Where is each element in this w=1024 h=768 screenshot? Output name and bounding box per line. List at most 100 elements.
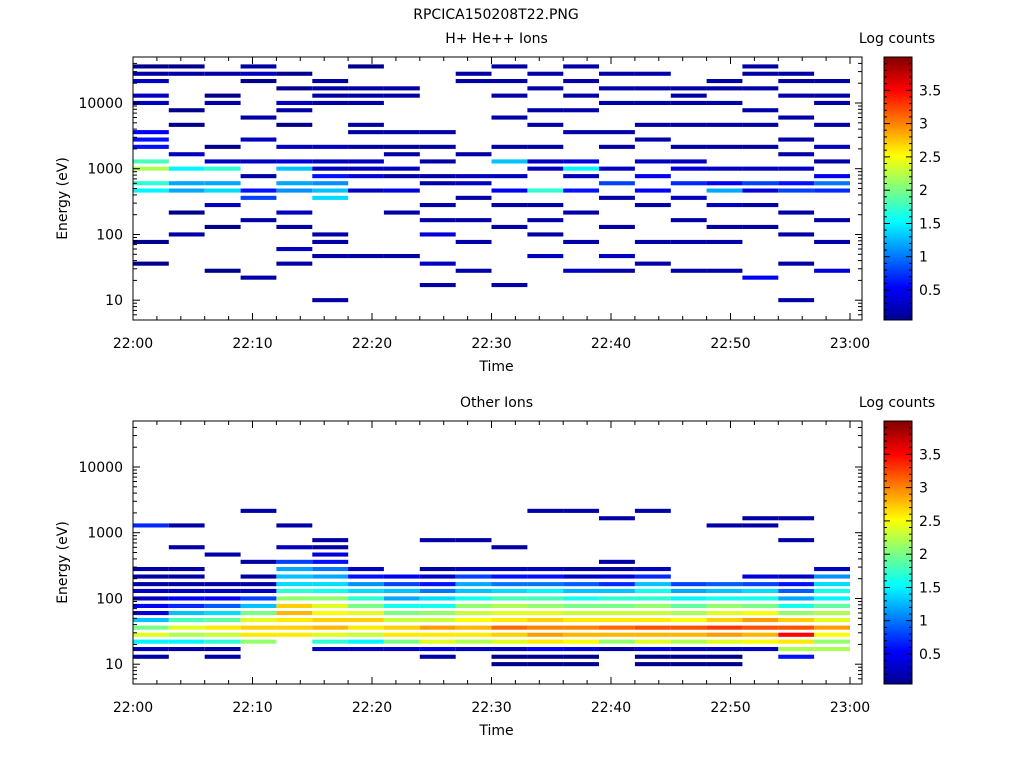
heatmap-cell (778, 181, 815, 186)
heatmap-cell (670, 611, 707, 616)
panel-title: Other Ions (460, 395, 533, 411)
heatmap-cell (706, 523, 743, 528)
heatmap-cell (778, 588, 815, 593)
heatmap-cell (419, 596, 456, 601)
heatmap-cell (491, 632, 528, 637)
heatmap-cell (706, 188, 743, 193)
heatmap-cell (348, 93, 384, 98)
heatmap-cell (240, 71, 277, 76)
heatmap-cell (527, 232, 564, 237)
heatmap-cell (383, 188, 420, 193)
heatmap-cell (204, 639, 241, 644)
heatmap-cell (491, 596, 528, 601)
heatmap-cell (634, 662, 671, 667)
heatmap-cell (599, 611, 635, 616)
x-tick-label: 22:10 (232, 700, 272, 716)
heatmap-cell (706, 647, 743, 652)
heatmap-cell (348, 618, 384, 623)
heatmap-cell (634, 588, 671, 593)
y-axis-label: Energy (eV) (55, 521, 71, 604)
heatmap-cell (814, 239, 850, 244)
heatmap-cell (491, 188, 528, 193)
heatmap-cell (563, 588, 599, 593)
heatmap-cell (204, 611, 241, 616)
colorbar-tick-label: 2 (919, 547, 928, 563)
colorbar-ticks (884, 56, 912, 318)
heatmap-cell (634, 137, 671, 142)
heatmap-cell (240, 611, 277, 616)
heatmap-cell (312, 159, 349, 164)
heatmap-cell (634, 574, 671, 579)
heatmap-cell (168, 64, 205, 69)
heatmap-cell (778, 596, 815, 601)
heatmap-cell (742, 603, 779, 608)
heatmap-cell (168, 639, 205, 644)
heatmap-cell (634, 159, 671, 164)
heatmap-cell (670, 639, 707, 644)
heatmap-cell (634, 625, 671, 630)
heatmap-cell (419, 639, 456, 644)
heatmap-cell (204, 582, 241, 587)
heatmap-cell (491, 639, 528, 644)
heatmap-cell (634, 567, 671, 572)
heatmap-cell (634, 603, 671, 608)
heatmap-cell (742, 203, 779, 208)
heatmap-cell (742, 574, 779, 579)
heatmap-cell (455, 268, 492, 273)
heatmap-cell (599, 603, 635, 608)
heatmap-cell (599, 632, 635, 637)
heatmap-cell (419, 647, 456, 652)
heatmap-cell (312, 100, 349, 105)
heatmap-cell (527, 159, 564, 164)
heatmap-cell (168, 122, 205, 127)
heatmap-cell (599, 166, 635, 171)
heatmap-cell (455, 611, 492, 616)
heatmap-cell (276, 611, 313, 616)
heatmap-cell (204, 203, 241, 208)
heatmap-cell (240, 596, 277, 601)
y-tick-label: 100 (96, 228, 123, 244)
heatmap-cell (276, 210, 313, 215)
heatmap-cell (312, 567, 349, 572)
heatmap-cell (670, 93, 707, 98)
heatmap-cell (348, 130, 384, 135)
heatmap-cell (133, 130, 169, 135)
heatmap-cell (563, 268, 599, 273)
heatmap-cell (276, 188, 313, 193)
heatmap-cell (419, 574, 456, 579)
y-tick-label: 1000 (87, 162, 123, 178)
heatmap-cell (491, 618, 528, 623)
heatmap-cell (527, 567, 564, 572)
heatmap-cell (599, 130, 635, 135)
heatmap-cell (778, 625, 815, 630)
heatmap-cell (312, 93, 349, 98)
heatmap-cell (778, 232, 815, 237)
heatmap-cell (491, 574, 528, 579)
heatmap-cell (670, 181, 707, 186)
heatmap-cell (778, 210, 815, 215)
heatmap-cell (455, 639, 492, 644)
heatmap-cell (419, 654, 456, 659)
heatmap-cell (634, 639, 671, 644)
heatmap-cell (312, 188, 349, 193)
heatmap-cell (742, 71, 779, 76)
heatmap-cell (312, 588, 349, 593)
heatmap-cell (706, 144, 743, 149)
heatmap-cell (204, 647, 241, 652)
heatmap-cell (133, 93, 169, 98)
heatmap-cell (276, 71, 313, 76)
heatmap-cell (814, 632, 850, 637)
heatmap-cell (670, 588, 707, 593)
heatmap-cell (527, 144, 564, 149)
colorbar (883, 56, 913, 321)
heatmap-cell (778, 611, 815, 616)
heatmap-cell (706, 639, 743, 644)
heatmap-cell (670, 268, 707, 273)
heatmap-cell (168, 611, 205, 616)
heatmap-cell (778, 166, 815, 171)
heatmap-cell (168, 647, 205, 652)
heatmap-cell (778, 137, 815, 142)
heatmap-cell (491, 603, 528, 608)
heatmap-cell (276, 122, 313, 127)
